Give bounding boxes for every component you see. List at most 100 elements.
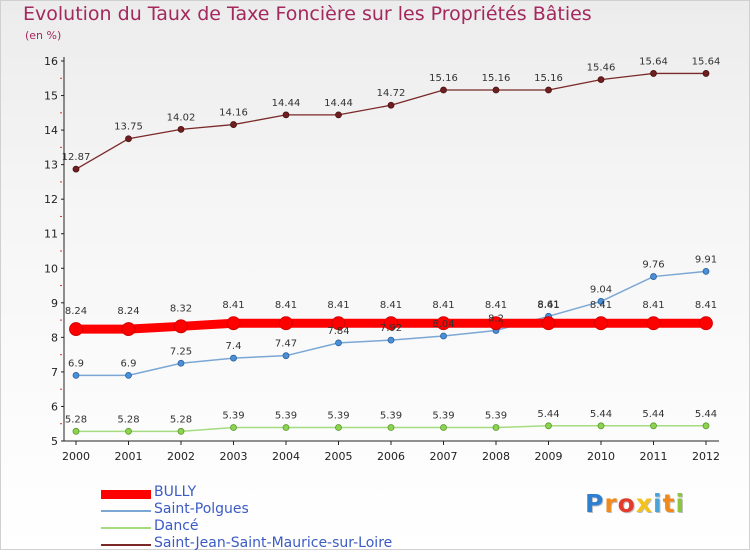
legend-swatch	[101, 527, 151, 529]
data-point-bully	[489, 316, 503, 331]
x-tick-label: 2005	[325, 450, 353, 463]
x-tick-label: 2004	[272, 450, 300, 463]
data-label-saint-polgues: 9.91	[695, 254, 717, 265]
data-label-saint-polgues: 7.25	[170, 346, 192, 357]
data-point-bully	[174, 319, 188, 334]
data-point-dance	[597, 422, 605, 430]
data-point-bully	[594, 316, 608, 331]
chart-subtitle: (en %)	[25, 29, 62, 42]
data-point-dance	[387, 424, 395, 431]
data-point-saint-polgues	[72, 371, 80, 379]
data-label-dance: 5.44	[590, 409, 612, 420]
legend-label: Saint-Polgues	[154, 501, 249, 517]
data-label-bully: 8.41	[327, 300, 349, 311]
data-label-saint-polgues: 7.4	[226, 341, 242, 352]
data-point-saint-polgues	[282, 352, 290, 360]
data-label-bully: 8.41	[432, 300, 454, 311]
chart-legend: BULLY Saint-Polgues Dancé Saint-Jean-Saint-…	[101, 484, 481, 553]
data-label-saint-polgues: 9.76	[642, 260, 664, 271]
data-label-saint-jean-saint-maurice-sur-loire: 14.02	[167, 112, 196, 123]
data-label-saint-jean-saint-maurice-sur-loire: 13.75	[114, 122, 143, 133]
legend-item-dance: Dancé	[101, 518, 481, 536]
x-tick-label: 2000	[62, 450, 90, 463]
data-point-saint-polgues	[125, 371, 132, 379]
data-point-saint-jean-saint-maurice-sur-loire	[650, 70, 657, 77]
data-point-saint-jean-saint-maurice-sur-loire	[282, 111, 290, 119]
legend-item-bully: BULLY	[101, 484, 481, 502]
x-tick-label: 2011	[640, 450, 668, 463]
data-label-saint-jean-saint-maurice-sur-loire: 14.44	[272, 98, 301, 109]
x-tick-label: 2010	[587, 450, 615, 463]
logo-letter: o	[617, 489, 636, 518]
data-label-saint-polgues: 7.47	[275, 339, 297, 350]
data-point-saint-polgues	[702, 267, 710, 275]
data-point-saint-jean-saint-maurice-sur-loire	[545, 86, 552, 94]
data-label-saint-jean-saint-maurice-sur-loire: 15.16	[482, 73, 511, 84]
data-point-saint-jean-saint-maurice-sur-loire	[597, 76, 605, 84]
data-point-saint-polgues	[177, 359, 185, 367]
data-label-dance: 5.39	[275, 411, 297, 422]
data-label-saint-jean-saint-maurice-sur-loire: 14.44	[324, 98, 353, 109]
y-tick-label: 11	[44, 228, 58, 241]
data-label-saint-polgues: 9.04	[590, 284, 612, 295]
data-label-saint-polgues: 7.92	[380, 323, 402, 334]
data-label-bully: 8.41	[275, 300, 297, 311]
data-point-dance	[125, 427, 132, 435]
legend-item-saint-polgues: Saint-Polgues	[101, 501, 481, 519]
data-label-dance: 5.44	[537, 409, 559, 420]
data-label-bully: 8.41	[537, 300, 559, 311]
data-label-bully: 8.41	[222, 300, 244, 311]
data-point-saint-jean-saint-maurice-sur-loire	[387, 101, 395, 109]
data-point-dance	[72, 427, 80, 435]
data-label-saint-jean-saint-maurice-sur-loire: 14.72	[377, 88, 406, 99]
data-point-dance	[545, 422, 552, 430]
data-label-dance: 5.28	[117, 414, 139, 425]
data-point-dance	[650, 422, 657, 430]
data-point-saint-jean-saint-maurice-sur-loire	[230, 121, 237, 128]
y-tick-label: 15	[44, 90, 58, 103]
data-point-bully	[699, 316, 713, 331]
data-point-dance	[440, 424, 447, 431]
data-label-saint-jean-saint-maurice-sur-loire: 15.46	[587, 63, 616, 74]
data-label-saint-jean-saint-maurice-sur-loire: 15.64	[692, 56, 721, 67]
logo-letter: t	[662, 489, 676, 518]
data-label-dance: 5.39	[327, 411, 349, 422]
data-label-saint-jean-saint-maurice-sur-loire: 15.16	[534, 73, 563, 84]
proxiti-logo: Proxiti	[585, 489, 685, 518]
data-label-saint-jean-saint-maurice-sur-loire: 12.87	[62, 152, 91, 163]
data-point-bully	[541, 316, 556, 331]
logo-letter: i	[675, 489, 686, 518]
x-tick-label: 2009	[535, 450, 563, 463]
x-tick-label: 2008	[482, 450, 510, 463]
data-label-dance: 5.39	[432, 411, 454, 422]
logo-letter: r	[604, 489, 618, 518]
logo-letter: i	[653, 489, 663, 518]
chart-title: Evolution du Taux de Taxe Foncière sur l…	[23, 3, 592, 25]
data-label-saint-polgues: 8.04	[432, 319, 454, 330]
data-point-saint-jean-saint-maurice-sur-loire	[177, 125, 185, 133]
data-point-bully	[331, 316, 346, 331]
data-label-bully: 8.41	[642, 300, 664, 311]
series-points-group	[69, 70, 713, 435]
x-tick-label: 2007	[430, 450, 458, 463]
data-point-saint-jean-saint-maurice-sur-loire	[335, 111, 342, 119]
data-label-saint-jean-saint-maurice-sur-loire: 15.16	[429, 73, 458, 84]
data-label-bully: 8.41	[485, 300, 507, 311]
data-label-dance: 5.28	[170, 414, 192, 425]
x-tick-label: 2006	[377, 450, 405, 463]
y-tick-label: 16	[44, 55, 58, 68]
data-label-saint-polgues: 6.9	[121, 358, 137, 369]
data-label-dance: 5.44	[642, 409, 664, 420]
data-point-saint-polgues	[335, 339, 342, 347]
x-tick-label: 2001	[115, 450, 143, 463]
data-label-bully: 8.41	[695, 300, 717, 311]
data-label-saint-polgues: 6.9	[68, 358, 84, 369]
data-label-bully: 8.24	[65, 306, 87, 317]
axes-group: 5 6 7 8 9 10 11 12 13 14 15 16 2000 2001 2002 2003 2004 2…	[44, 55, 720, 463]
data-label-bully: 8.41	[380, 300, 402, 311]
y-tick-label: 8	[51, 331, 58, 344]
data-label-dance: 5.39	[222, 411, 244, 422]
data-point-saint-polgues	[597, 298, 605, 305]
